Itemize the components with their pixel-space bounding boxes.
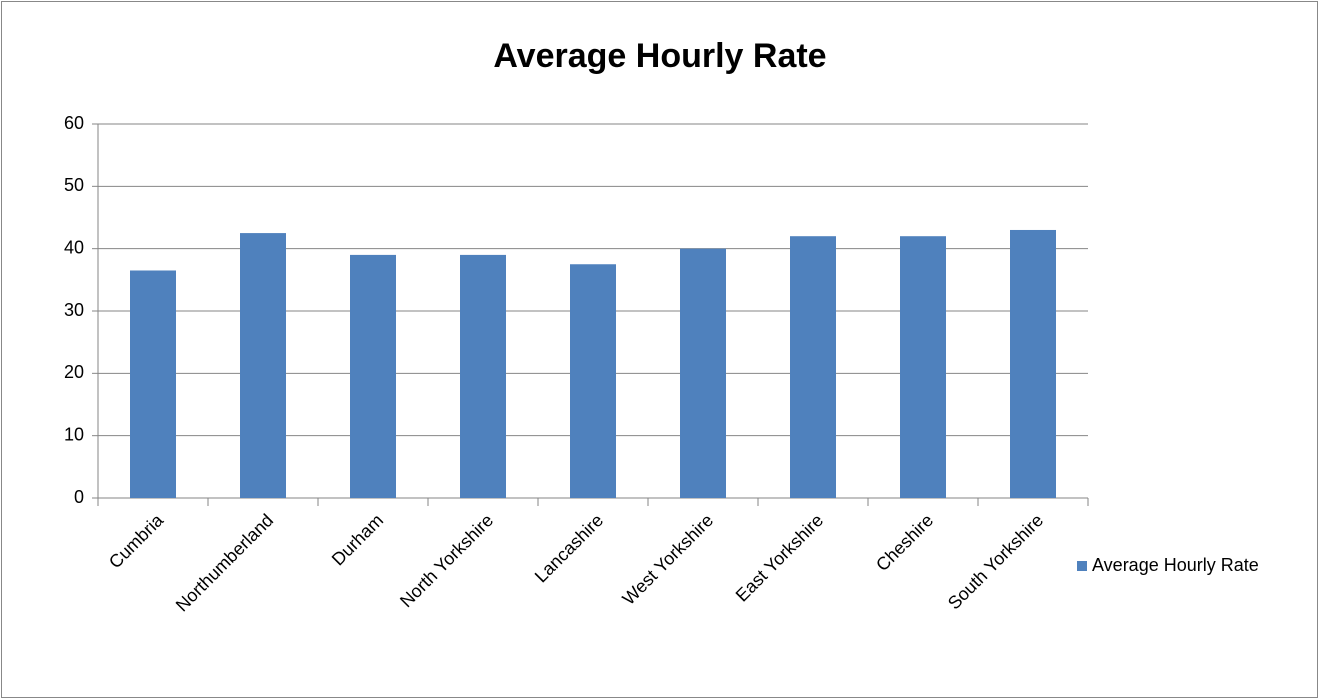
legend-swatch: [1077, 561, 1087, 571]
bar: [130, 270, 176, 498]
chart-title: Average Hourly Rate: [493, 37, 826, 75]
bar: [790, 236, 836, 498]
bar: [240, 233, 286, 499]
bar: [680, 248, 726, 498]
bar: [570, 264, 616, 498]
y-tick-label: 40: [64, 237, 84, 257]
y-tick-label: 50: [64, 175, 84, 195]
bar: [900, 236, 946, 498]
y-tick-label: 10: [64, 424, 84, 444]
legend-label: Average Hourly Rate: [1092, 555, 1259, 575]
y-tick-label: 20: [64, 362, 84, 382]
bar: [1010, 229, 1056, 498]
y-tick-label: 30: [64, 300, 84, 320]
bar: [350, 254, 396, 498]
bar: [460, 254, 506, 498]
y-tick-label: 0: [74, 487, 84, 507]
y-tick-label: 60: [64, 113, 84, 133]
